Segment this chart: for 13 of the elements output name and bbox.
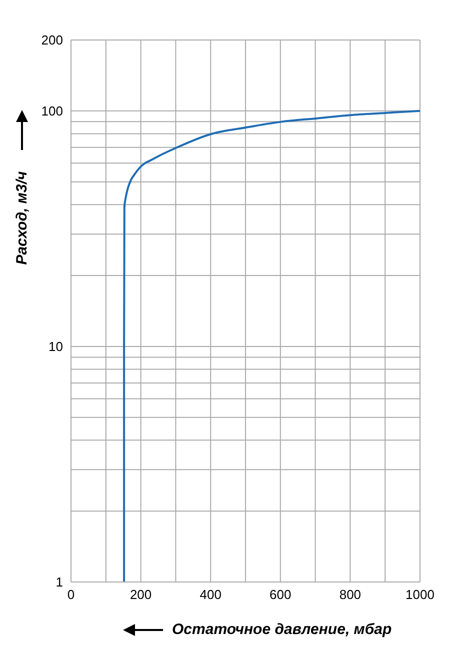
- y-axis-title: Расход, м3/ч: [14, 171, 30, 265]
- x-tick-label: 1000: [406, 587, 434, 602]
- x-tick-label: 400: [200, 587, 222, 602]
- y-tick-label: 200: [41, 32, 63, 48]
- y-tick-label: 100: [41, 104, 63, 119]
- x-tick-label: 0: [67, 587, 75, 602]
- x-axis-title: Остаточное давление, мбар: [172, 621, 392, 638]
- y-tick-label: 10: [48, 339, 63, 354]
- x-tick-label: 800: [339, 587, 362, 602]
- x-tick-label: 600: [270, 587, 292, 602]
- x-tick-label: 200: [130, 587, 152, 602]
- y-tick-label: 1: [56, 574, 63, 590]
- line-series: [123, 110, 420, 582]
